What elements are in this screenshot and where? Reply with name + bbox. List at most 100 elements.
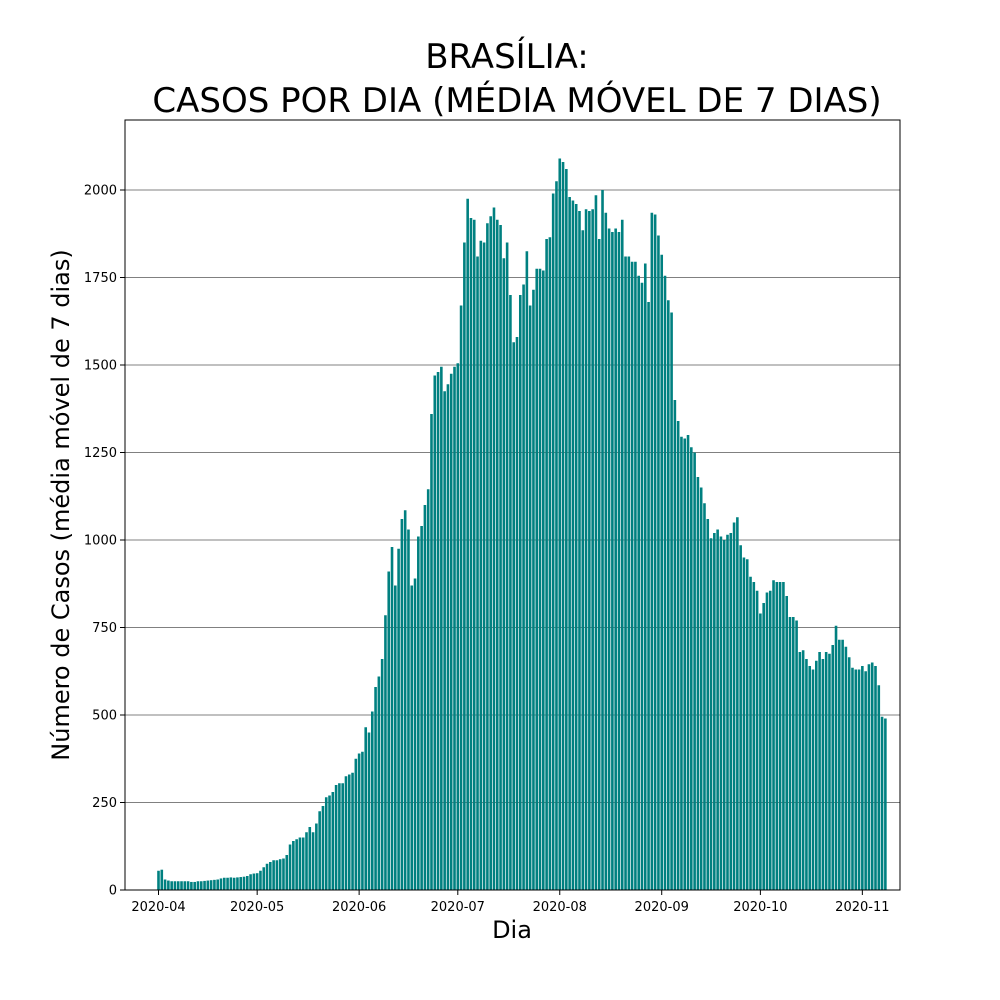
bar [482,242,486,890]
bar [308,827,312,890]
bar [732,522,736,890]
bar [693,452,696,890]
bar [380,659,384,890]
chart-title-line-2: CASOS POR DIA (MÉDIA MÓVEL DE 7 DIAS) [152,80,881,121]
bar [456,363,460,890]
bar [690,447,693,890]
bar [186,881,190,890]
x-tick-label: 2020-08 [533,900,587,915]
bar [449,373,453,890]
bar [331,792,335,890]
bar [216,879,219,890]
bar [627,256,631,890]
bar [722,540,726,890]
bar [420,526,423,890]
bar [318,811,321,890]
bar [269,862,272,890]
plot-frame [124,119,901,891]
bar [255,873,259,890]
x-tick-label: 2020-04 [131,900,185,915]
bar [591,209,594,890]
bar [614,228,617,890]
bar [176,881,180,890]
bar [400,519,404,890]
bar [528,305,532,890]
bar [417,536,420,890]
bar [620,219,624,890]
bar [736,517,739,890]
bar [199,881,203,890]
bar [232,877,236,890]
bar [601,190,604,890]
bar [584,209,588,890]
bar [713,533,716,890]
bar [492,207,496,890]
bar [841,639,844,890]
bar [249,874,252,890]
bar [857,669,861,890]
bar [170,881,173,890]
bar [594,195,598,890]
y-tick-label: 1500 [84,359,117,374]
y-tick-label: 250 [92,796,117,811]
bar [851,667,854,890]
bar [542,270,545,890]
bar [459,305,463,890]
y-tick-label: 0 [109,884,117,899]
bar [403,510,407,890]
bar [831,645,835,890]
bar [686,435,690,890]
bar [190,881,193,890]
bar [795,620,798,890]
bar [703,503,706,890]
bar [180,881,183,890]
bar [670,312,673,890]
bar [719,536,723,890]
bar [561,162,565,890]
bar [305,832,308,890]
bar [884,718,887,890]
bar [640,282,644,890]
bars [157,158,887,890]
bar [844,646,848,890]
bar [486,223,489,890]
bar [785,596,788,890]
bar [236,877,239,890]
bar [495,219,499,890]
bar [466,198,469,890]
x-axis-label: Dia [492,916,532,944]
bar [278,859,282,890]
bar [387,571,391,890]
bar [847,657,851,890]
bar [219,878,223,890]
bar [163,879,167,890]
bar [430,414,433,890]
bar [272,860,275,890]
y-tick-label: 2000 [84,184,117,199]
bar [321,806,325,890]
bar [782,582,785,890]
bar [476,256,479,890]
bar [811,669,815,890]
bar [502,258,506,890]
bar [588,211,591,890]
bar [407,529,410,890]
y-tick-label: 500 [92,709,117,724]
bar [324,797,328,890]
bar [410,585,414,890]
bar [647,302,650,890]
bar [390,547,394,890]
bar [634,261,637,890]
bar [653,214,657,890]
bar [696,477,700,890]
bar [334,785,338,890]
bar [259,870,262,890]
x-tick-label: 2020-05 [230,900,284,915]
bar [630,261,634,890]
bar [571,200,575,890]
bar [397,548,400,890]
bar [394,585,397,890]
bar [436,372,440,890]
y-tick-label: 1000 [84,534,117,549]
